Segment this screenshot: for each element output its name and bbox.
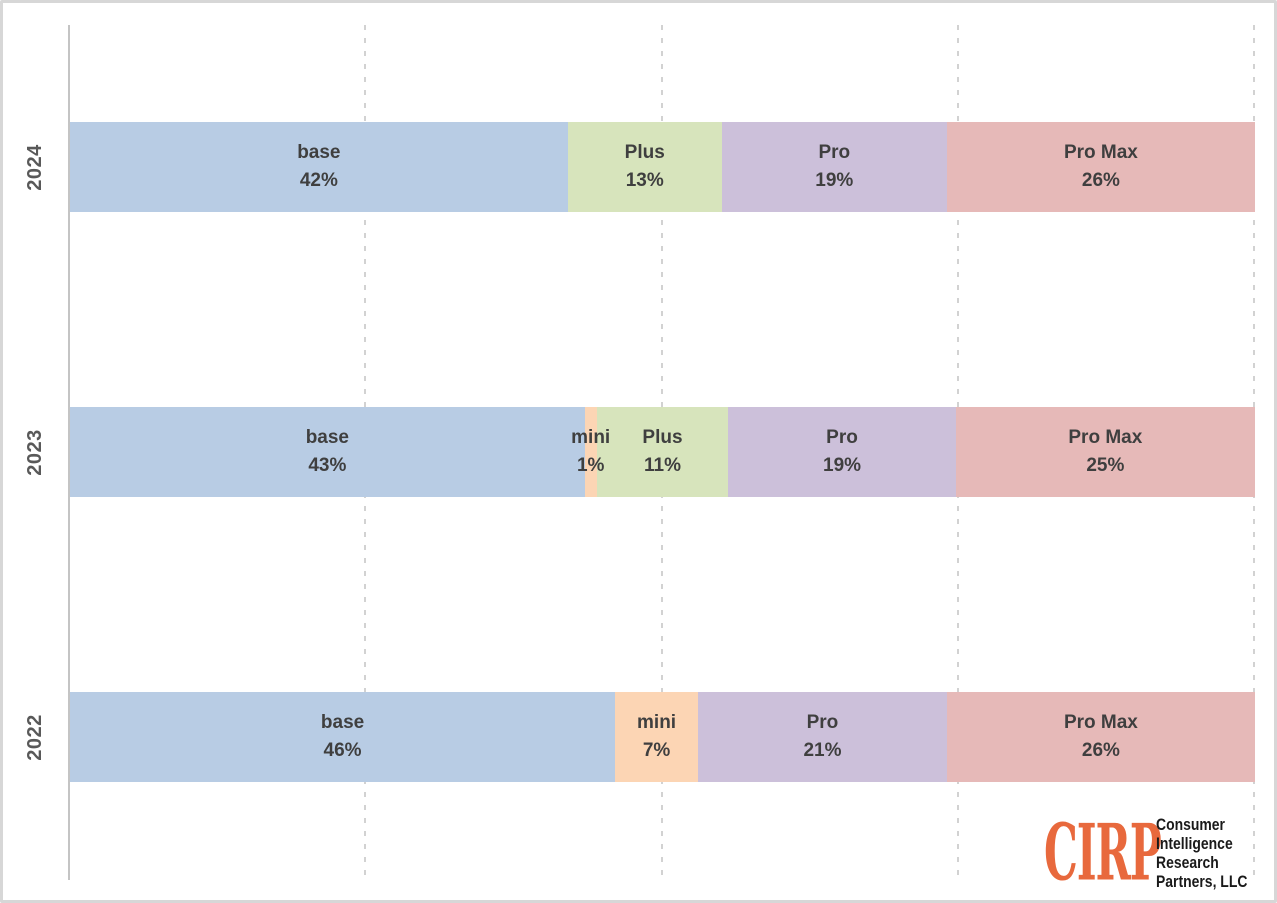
bar-segment-2023-base: base 43% xyxy=(70,407,585,497)
category-band-2024: 2024 base 42% Plus 13% Pro 19% Pro Max 26% xyxy=(24,25,1255,310)
bar-segment-2022-pro-max: Pro Max 26% xyxy=(946,692,1255,782)
segment-value: 7% xyxy=(642,740,671,761)
bar-segment-2023-pro: Pro 19% xyxy=(728,407,956,497)
segment-value: 42% xyxy=(299,170,338,191)
segment-value: 13% xyxy=(625,170,664,191)
bar-segment-2022-base: base 46% xyxy=(70,692,616,782)
cirp-logo: CIRP Consumer Intelligence Research Part… xyxy=(1044,814,1267,892)
segment-value: 26% xyxy=(1081,170,1120,191)
segment-value: 25% xyxy=(1086,455,1125,476)
segment-label: base 42% xyxy=(297,139,340,195)
segment-value: 19% xyxy=(815,170,854,191)
logo-text-line: Partners, LLC xyxy=(1155,872,1247,891)
segment-name: Pro Max xyxy=(1063,142,1138,163)
segment-label: mini 7% xyxy=(637,709,676,765)
cirp-logo-wordmark: CIRP xyxy=(1044,814,1162,892)
segment-label: Pro Max 26% xyxy=(1064,709,1138,765)
segment-label: Pro Max 26% xyxy=(1064,139,1138,195)
bar-segment-2023-pro-max: Pro Max 25% xyxy=(955,407,1255,497)
segment-name: Pro Max xyxy=(1068,427,1143,448)
segment-name: base xyxy=(297,142,341,163)
segment-name: base xyxy=(305,427,349,448)
segment-value: 26% xyxy=(1081,740,1120,761)
y-axis-label-2024: 2024 xyxy=(24,144,46,191)
segment-label: base 43% xyxy=(306,424,349,480)
segment-value: 46% xyxy=(323,740,362,761)
bar-segment-2023-plus: Plus 11% xyxy=(596,407,729,497)
stacked-bar-2022: base 46% mini 7% Pro 21% Pro Max 26% xyxy=(70,692,1255,782)
segment-value: 19% xyxy=(823,455,862,476)
bar-segment-2024-plus: Plus 13% xyxy=(567,122,722,212)
segment-label: base 46% xyxy=(321,709,364,765)
segment-name: Pro xyxy=(806,712,839,733)
segment-value: 21% xyxy=(803,740,842,761)
cirp-logo-text: Consumer Intelligence Research Partners,… xyxy=(1156,815,1267,891)
plot-area: 2024 base 42% Plus 13% Pro 19% Pro Max 26% 2023 ba… xyxy=(24,25,1255,880)
segment-label: Pro 21% xyxy=(803,709,841,765)
segment-label: Plus 13% xyxy=(625,139,665,195)
stacked-bar-2024: base 42% Plus 13% Pro 19% Pro Max 26% xyxy=(70,122,1255,212)
bar-segment-2024-base: base 42% xyxy=(70,122,568,212)
segment-label: Pro 19% xyxy=(815,139,853,195)
logo-text-line: Research xyxy=(1155,853,1219,872)
segment-name: Plus xyxy=(624,142,665,163)
y-axis-label-2022: 2022 xyxy=(24,714,46,761)
segment-name: Plus xyxy=(642,427,683,448)
bar-segment-2022-mini: mini 7% xyxy=(615,692,699,782)
segment-label: Pro 19% xyxy=(823,424,861,480)
segment-name: mini xyxy=(637,712,677,733)
bar-segment-2023-mini: mini 1% xyxy=(571,407,610,497)
segment-name: Pro xyxy=(826,427,858,448)
category-band-2023: 2023 base 43% mini 1% Plus 11% Pro 19% Pro Max 25% xyxy=(24,310,1255,595)
segment-label: Plus 11% xyxy=(642,424,682,480)
y-axis-label-2023: 2023 xyxy=(24,429,46,476)
cirp-wordmark-text: CIRP xyxy=(1043,807,1162,898)
logo-text-line: Consumer xyxy=(1155,815,1225,834)
segment-value: 11% xyxy=(643,455,681,476)
segment-label: Pro Max 25% xyxy=(1068,424,1142,480)
stacked-bar-2023: base 43% mini 1% Plus 11% Pro 19% Pro Max 25% xyxy=(70,407,1255,497)
bar-segment-2022-pro: Pro 21% xyxy=(698,692,947,782)
bar-segment-2024-pro-max: Pro Max 26% xyxy=(946,122,1255,212)
bar-segment-2024-pro: Pro 19% xyxy=(721,122,947,212)
segment-value: 43% xyxy=(308,455,347,476)
segment-name: Pro Max xyxy=(1063,712,1138,733)
logo-text-line: Intelligence xyxy=(1155,834,1233,853)
segment-name: base xyxy=(320,712,365,733)
segment-name: Pro xyxy=(818,142,851,163)
